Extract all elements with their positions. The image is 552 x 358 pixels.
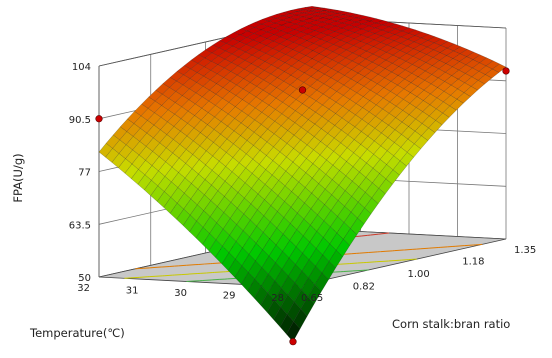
contour-segment [356,235,362,238]
z-tick: 90.5 [69,115,91,126]
contour-segment [464,244,474,247]
contour-segment [186,264,196,266]
contour-segment [370,233,379,236]
design-point [289,338,297,346]
contour-segment [379,232,389,235]
z-tick: 63.5 [69,220,91,231]
contour-segment [404,248,413,251]
contour-segment [343,270,353,273]
x-tick: 0.82 [353,281,375,292]
contour-segment [420,247,429,250]
design-point [298,86,307,94]
contour-segment [455,245,465,247]
contour-segment [202,279,212,281]
contour-segment [359,252,369,254]
contour-segment [391,259,400,262]
contour-segment [139,276,148,278]
z-tick: 104 [72,62,91,73]
y-tick: 30 [174,288,187,299]
contour-segment [186,280,195,283]
contour-segment [189,273,198,275]
contour-segment [440,246,448,248]
y-tick: 31 [126,286,139,297]
y-axis-label: Temperature(℃) [29,326,125,340]
z-tick: 50 [78,273,91,284]
contour-segment [366,261,375,263]
contour-segment [164,274,173,277]
x-tick: 1.00 [408,269,430,280]
x-tick: 1.18 [462,257,484,268]
z-tick: 77 [78,168,91,179]
x-tick: 1.35 [514,245,536,256]
x-tick: 0.65 [301,293,323,304]
contour-segment [429,247,439,249]
z-axis-label: FPA(U/g) [11,153,25,202]
surface-patch [286,321,301,343]
tick-labels: 50 63.5 77 90.5 104 28 29 30 31 32 0.65 … [69,62,537,304]
contour-segment [161,265,170,268]
response-surface [98,6,507,343]
y-tick: 29 [223,291,236,302]
contour-segment [178,264,187,267]
contour-segment [212,262,222,264]
contour-segment [214,271,224,273]
contour-segment [340,263,350,265]
contour-segment [368,251,378,254]
contour-segment [394,249,404,252]
y-tick: 28 [271,293,284,304]
x-axis-label: Corn stalk:bran ratio [392,317,510,331]
design-point [502,67,510,75]
design-points [95,67,510,346]
contour-segment [361,234,368,237]
contour-segment [152,266,162,269]
y-tick: 32 [77,283,90,294]
contour-segment [227,277,236,280]
design-point [95,115,103,123]
